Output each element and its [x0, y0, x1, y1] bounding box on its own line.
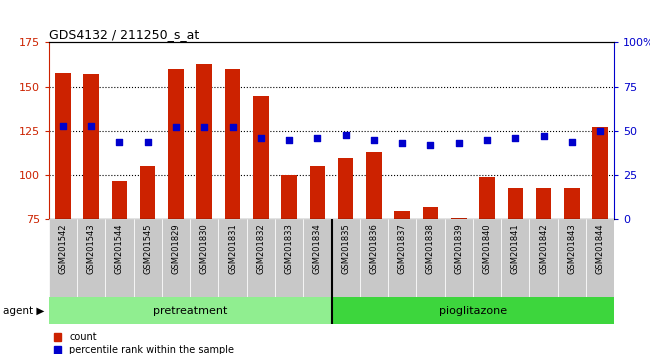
Bar [338, 158, 354, 352]
Bar [83, 74, 99, 352]
Text: GSM201837: GSM201837 [398, 223, 407, 274]
Text: GSM201836: GSM201836 [369, 223, 378, 274]
FancyBboxPatch shape [416, 219, 445, 297]
Bar [49, 297, 332, 324]
Text: GSM201545: GSM201545 [143, 223, 152, 274]
FancyBboxPatch shape [218, 219, 247, 297]
Point [255, 135, 266, 141]
Point [142, 139, 153, 144]
FancyBboxPatch shape [473, 219, 501, 297]
FancyBboxPatch shape [388, 219, 416, 297]
FancyBboxPatch shape [303, 219, 332, 297]
FancyBboxPatch shape [134, 219, 162, 297]
FancyBboxPatch shape [360, 219, 388, 297]
Bar [564, 188, 580, 352]
Text: GSM201542: GSM201542 [58, 223, 68, 274]
Text: GSM201838: GSM201838 [426, 223, 435, 274]
Point [595, 128, 605, 134]
Point [510, 135, 521, 141]
Bar [422, 207, 438, 352]
FancyBboxPatch shape [190, 219, 218, 297]
Point [567, 139, 577, 144]
Text: GSM201831: GSM201831 [228, 223, 237, 274]
Point [425, 142, 436, 148]
Point [114, 139, 125, 144]
Text: GSM201830: GSM201830 [200, 223, 209, 274]
Point [58, 123, 68, 129]
FancyBboxPatch shape [332, 219, 360, 297]
Point [482, 137, 492, 143]
Bar [536, 188, 551, 352]
Point [538, 133, 549, 139]
Point [86, 123, 96, 129]
FancyBboxPatch shape [445, 219, 473, 297]
Bar [112, 181, 127, 352]
Text: GSM201544: GSM201544 [115, 223, 124, 274]
Text: GSM201543: GSM201543 [86, 223, 96, 274]
Point [454, 141, 464, 146]
Text: pioglitazone: pioglitazone [439, 306, 507, 316]
Bar [508, 188, 523, 352]
Text: GSM201833: GSM201833 [285, 223, 294, 274]
Text: pretreatment: pretreatment [153, 306, 228, 316]
Bar [281, 175, 297, 352]
Bar [225, 69, 240, 352]
Text: GSM201841: GSM201841 [511, 223, 520, 274]
Bar [366, 152, 382, 352]
Bar [309, 166, 325, 352]
FancyBboxPatch shape [530, 219, 558, 297]
Text: GSM201834: GSM201834 [313, 223, 322, 274]
Text: GSM201844: GSM201844 [595, 223, 604, 274]
FancyBboxPatch shape [501, 219, 530, 297]
FancyBboxPatch shape [558, 219, 586, 297]
FancyBboxPatch shape [49, 219, 77, 297]
Bar [332, 297, 614, 324]
Text: GDS4132 / 211250_s_at: GDS4132 / 211250_s_at [49, 28, 199, 41]
FancyBboxPatch shape [275, 219, 303, 297]
Bar [168, 69, 184, 352]
Bar [592, 127, 608, 352]
Bar [140, 166, 155, 352]
Text: GSM201832: GSM201832 [256, 223, 265, 274]
Text: agent ▶: agent ▶ [3, 306, 45, 316]
Text: GSM201840: GSM201840 [482, 223, 491, 274]
Text: GSM201843: GSM201843 [567, 223, 577, 274]
Legend: count, percentile rank within the sample: count, percentile rank within the sample [53, 332, 234, 354]
Bar [55, 73, 71, 352]
Bar [253, 96, 268, 352]
Point [397, 141, 408, 146]
Point [171, 125, 181, 130]
Point [284, 137, 294, 143]
FancyBboxPatch shape [162, 219, 190, 297]
Point [312, 135, 322, 141]
Text: GSM201835: GSM201835 [341, 223, 350, 274]
Bar [451, 218, 467, 352]
Point [369, 137, 379, 143]
Point [227, 125, 238, 130]
FancyBboxPatch shape [247, 219, 275, 297]
FancyBboxPatch shape [105, 219, 134, 297]
Bar [196, 64, 212, 352]
Point [199, 125, 209, 130]
Bar [395, 211, 410, 352]
Bar [479, 177, 495, 352]
Text: GSM201842: GSM201842 [539, 223, 548, 274]
FancyBboxPatch shape [77, 219, 105, 297]
Point [341, 132, 351, 137]
FancyBboxPatch shape [586, 219, 614, 297]
Text: GSM201829: GSM201829 [172, 223, 181, 274]
Text: GSM201839: GSM201839 [454, 223, 463, 274]
